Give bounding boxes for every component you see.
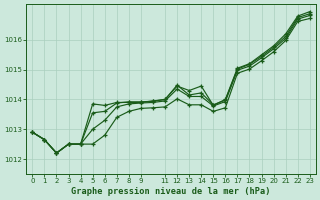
X-axis label: Graphe pression niveau de la mer (hPa): Graphe pression niveau de la mer (hPa) xyxy=(71,187,271,196)
